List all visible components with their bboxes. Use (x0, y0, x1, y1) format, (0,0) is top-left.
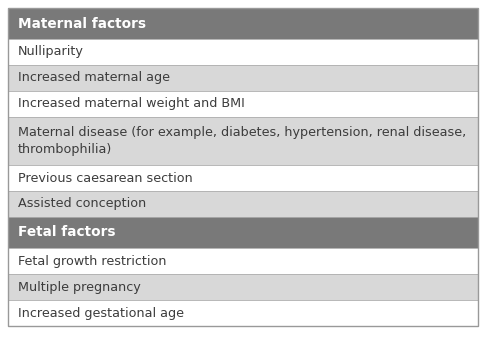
Text: Increased gestational age: Increased gestational age (18, 307, 184, 319)
Bar (8, 8, 478, 39)
Text: Maternal factors: Maternal factors (18, 16, 146, 31)
Text: Increased maternal age: Increased maternal age (18, 71, 170, 85)
Text: Multiple pregnancy: Multiple pregnancy (18, 280, 141, 293)
Bar (8, 300, 478, 326)
Text: Fetal factors: Fetal factors (18, 226, 115, 239)
Bar (8, 191, 478, 217)
Text: Assisted conception: Assisted conception (18, 198, 146, 211)
Text: Increased maternal weight and BMI: Increased maternal weight and BMI (18, 97, 245, 111)
Bar (8, 165, 478, 191)
Text: Maternal disease (for example, diabetes, hypertension, renal disease,
thrombophi: Maternal disease (for example, diabetes,… (18, 126, 466, 156)
Bar (8, 248, 478, 274)
Bar (8, 65, 478, 91)
Bar (8, 117, 478, 165)
Bar (8, 39, 478, 65)
Text: Fetal growth restriction: Fetal growth restriction (18, 254, 166, 268)
Bar (8, 274, 478, 300)
Bar (8, 217, 478, 248)
Text: Previous caesarean section: Previous caesarean section (18, 172, 193, 184)
Text: Nulliparity: Nulliparity (18, 46, 84, 58)
Bar (8, 91, 478, 117)
